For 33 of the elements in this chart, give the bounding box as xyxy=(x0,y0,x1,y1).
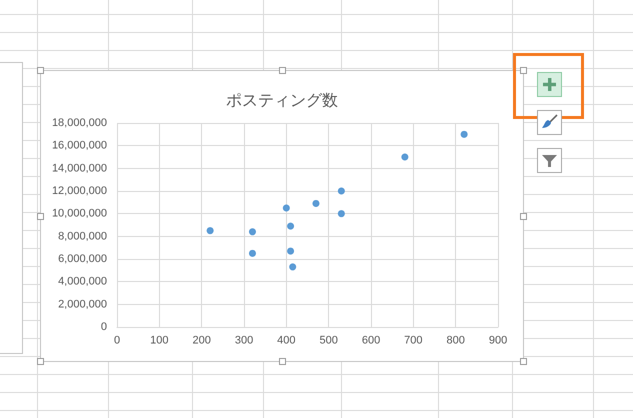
x-tick-label: 300 xyxy=(234,334,254,346)
y-tick-label: 4,000,000 xyxy=(58,276,107,288)
point xyxy=(287,248,294,255)
y-tick-label: 8,000,000 xyxy=(58,230,107,242)
point xyxy=(287,222,294,230)
y-tick-label: 0 xyxy=(100,321,107,333)
point xyxy=(460,130,468,138)
point xyxy=(248,250,256,257)
chart-title: ポスティング数 xyxy=(226,90,338,110)
y-tick-label: 14,000,000 xyxy=(52,162,107,174)
y-tick-label: 10,000,000 xyxy=(52,208,107,220)
x-tick-label: 200 xyxy=(192,334,211,346)
x-tick-label: 800 xyxy=(446,334,465,346)
point xyxy=(248,228,256,236)
y-tick-label: 2,000,000 xyxy=(58,298,107,310)
point xyxy=(312,200,320,207)
point xyxy=(289,263,296,270)
y-tick-label: 16,000,000 xyxy=(52,140,107,152)
x-tick-label: 500 xyxy=(319,334,338,346)
point xyxy=(206,227,214,234)
y-tick-label: 18,000,000 xyxy=(52,117,107,129)
y-tick-label: 6,000,000 xyxy=(58,253,107,265)
x-tick-label: 600 xyxy=(362,334,380,346)
point xyxy=(338,188,345,194)
x-tick-label: 900 xyxy=(488,334,508,346)
x-tick-label: 0 xyxy=(114,334,120,346)
y-tick-label: 12,000,000 xyxy=(52,185,107,197)
x-tick-label: 400 xyxy=(277,334,296,346)
point xyxy=(401,154,408,160)
x-tick-label: 700 xyxy=(404,334,423,346)
point xyxy=(282,204,290,212)
point xyxy=(338,210,345,218)
x-tick-label: 100 xyxy=(150,334,169,346)
